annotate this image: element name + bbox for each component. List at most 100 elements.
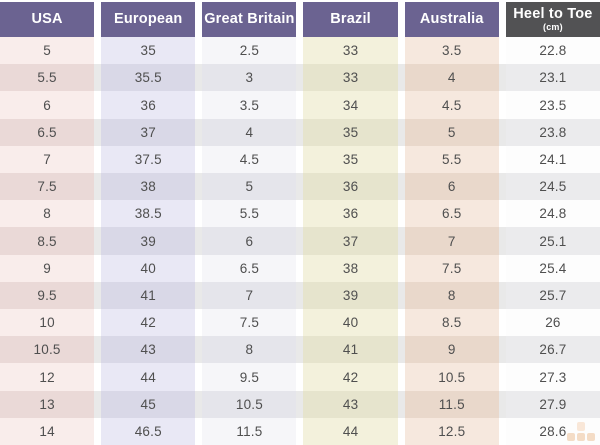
table-cell-australia: 10.5: [404, 363, 499, 391]
table-cell-brazil: 42: [303, 363, 398, 391]
table-cell-brazil: 33: [303, 37, 398, 65]
table-cell-brazil: 40: [303, 309, 398, 337]
table-cell-great-britain: 4: [202, 118, 297, 146]
table-row: 9.5 41 7 39 8 25.7: [0, 281, 600, 310]
table-cell-usa: 13: [0, 390, 95, 418]
table-cell-brazil: 34: [303, 91, 398, 119]
table-row: 5 35 2.5 33 3.5 22.8: [0, 37, 600, 65]
table-cell-european: 38.5: [101, 200, 196, 228]
table-cell-heel-to-toe: 22.8: [505, 37, 600, 65]
table-cell-heel-to-toe: 26: [505, 309, 600, 337]
table-cell-usa: 6.5: [0, 118, 95, 146]
table-cell-brazil: 33: [303, 64, 398, 92]
table-cell-great-britain: 11.5: [202, 417, 297, 445]
table-cell-great-britain: 5: [202, 173, 297, 201]
table-cell-brazil: 36: [303, 200, 398, 228]
table-row: 6.5 37 4 35 5 23.8: [0, 118, 600, 146]
table-cell-heel-to-toe: 27.3: [505, 363, 600, 391]
table-cell-brazil: 43: [303, 390, 398, 418]
table-cell-heel-to-toe: 28.6: [505, 417, 600, 445]
table-cell-usa: 7: [0, 145, 95, 174]
column-header-sublabel: (cm): [543, 21, 563, 32]
table-row: 13 45 10.5 43 11.5 27.9: [0, 390, 600, 418]
table-row: 10 42 7.5 40 8.5 26: [0, 309, 600, 337]
table-cell-great-britain: 6.5: [202, 254, 297, 282]
table-cell-brazil: 39: [303, 281, 398, 310]
table-cell-usa: 6: [0, 91, 95, 119]
table-cell-heel-to-toe: 23.8: [505, 118, 600, 146]
table-row: 7.5 38 5 36 6 24.5: [0, 173, 600, 201]
table-cell-usa: 10: [0, 309, 95, 337]
table-cell-great-britain: 9.5: [202, 363, 297, 391]
column-header-heel-to-toe: Heel to Toe (cm): [505, 2, 600, 37]
table-cell-australia: 8.5: [404, 309, 499, 337]
table-cell-european: 44: [101, 363, 196, 391]
column-header-label: European: [114, 10, 183, 27]
table-cell-heel-to-toe: 23.1: [505, 64, 600, 92]
column-header-great-britain: Great Britain: [202, 2, 297, 37]
table-cell-usa: 10.5: [0, 336, 95, 364]
table-cell-brazil: 35: [303, 118, 398, 146]
table-cell-brazil: 37: [303, 227, 398, 255]
table-cell-australia: 9: [404, 336, 499, 364]
table-header-row: USA European Great Britain Brazil Australia H…: [0, 2, 600, 37]
table-cell-australia: 4.5: [404, 91, 499, 119]
column-header-brazil: Brazil: [303, 2, 398, 37]
table-cell-european: 37.5: [101, 145, 196, 174]
table-cell-european: 40: [101, 254, 196, 282]
table-row: 5.5 35.5 3 33 4 23.1: [0, 64, 600, 92]
table-cell-heel-to-toe: 23.5: [505, 91, 600, 119]
table-cell-brazil: 38: [303, 254, 398, 282]
table-cell-heel-to-toe: 24.8: [505, 200, 600, 228]
table-cell-usa: 14: [0, 417, 95, 445]
table-cell-usa: 12: [0, 363, 95, 391]
table-cell-great-britain: 2.5: [202, 37, 297, 65]
table-cell-heel-to-toe: 25.4: [505, 254, 600, 282]
table-cell-australia: 7: [404, 227, 499, 255]
table-cell-european: 46.5: [101, 417, 196, 445]
table-cell-usa: 9.5: [0, 281, 95, 310]
table-row: 8 38.5 5.5 36 6.5 24.8: [0, 200, 600, 228]
table-cell-heel-to-toe: 25.1: [505, 227, 600, 255]
table-cell-great-britain: 5.5: [202, 200, 297, 228]
table-cell-australia: 4: [404, 64, 499, 92]
table-row: 9 40 6.5 38 7.5 25.4: [0, 254, 600, 282]
table-cell-european: 36: [101, 91, 196, 119]
table-row: 14 46.5 11.5 44 12.5 28.6: [0, 417, 600, 445]
table-cell-great-britain: 3: [202, 64, 297, 92]
table-cell-usa: 8.5: [0, 227, 95, 255]
table-cell-australia: 6.5: [404, 200, 499, 228]
column-header-australia: Australia: [404, 2, 499, 37]
table-cell-great-britain: 6: [202, 227, 297, 255]
table-cell-australia: 6: [404, 173, 499, 201]
table-cell-heel-to-toe: 25.7: [505, 281, 600, 310]
column-header-label: Great Britain: [204, 10, 295, 27]
table-cell-australia: 3.5: [404, 37, 499, 65]
column-header-european: European: [101, 2, 196, 37]
table-row: 7 37.5 4.5 35 5.5 24.1: [0, 145, 600, 174]
table-cell-australia: 12.5: [404, 417, 499, 445]
table-cell-european: 35.5: [101, 64, 196, 92]
watermark-logo: [566, 421, 596, 442]
table-cell-usa: 5: [0, 37, 95, 65]
column-header-label: Australia: [419, 10, 484, 27]
column-header-label: Brazil: [330, 10, 371, 27]
table-cell-brazil: 36: [303, 173, 398, 201]
table-cell-brazil: 41: [303, 336, 398, 364]
table-cell-european: 43: [101, 336, 196, 364]
table-cell-european: 41: [101, 281, 196, 310]
table-row: 8.5 39 6 37 7 25.1: [0, 227, 600, 255]
table-cell-great-britain: 7: [202, 281, 297, 310]
table-cell-heel-to-toe: 24.5: [505, 173, 600, 201]
table-cell-heel-to-toe: 24.1: [505, 145, 600, 174]
table-cell-australia: 5.5: [404, 145, 499, 174]
table-cell-great-britain: 3.5: [202, 91, 297, 119]
table-cell-australia: 8: [404, 281, 499, 310]
table-cell-usa: 9: [0, 254, 95, 282]
table-cell-european: 39: [101, 227, 196, 255]
table-cell-usa: 5.5: [0, 64, 95, 92]
table-cell-heel-to-toe: 27.9: [505, 390, 600, 418]
table-cell-australia: 11.5: [404, 390, 499, 418]
table-cell-usa: 8: [0, 200, 95, 228]
